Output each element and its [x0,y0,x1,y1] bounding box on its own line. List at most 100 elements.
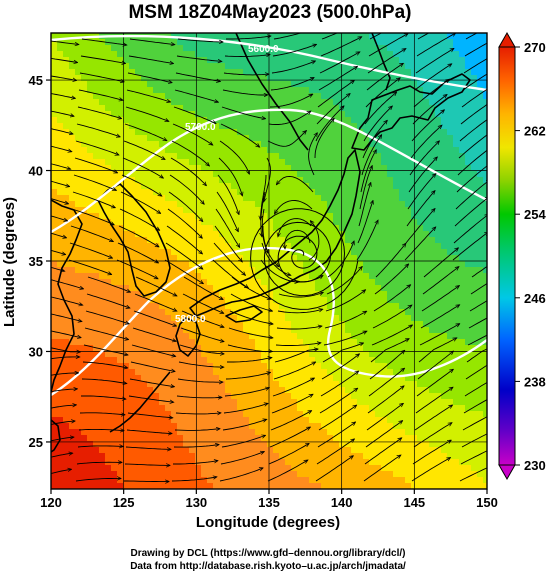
field-cell [285,63,292,70]
field-cell [381,105,388,112]
field-cell [399,261,406,268]
field-cell [309,237,316,244]
field-cell [369,273,376,280]
field-cell [99,279,106,286]
field-cell [111,87,118,94]
field-cell [225,57,232,64]
field-cell [279,375,286,382]
field-cell [321,339,328,346]
field-cell [225,357,232,364]
field-cell [171,51,178,58]
field-cell [123,387,130,394]
field-cell [327,189,334,196]
field-cell [417,405,424,412]
field-cell [165,279,172,286]
field-cell [285,45,292,52]
field-cell [471,375,478,382]
field-cell [261,213,268,220]
field-cell [81,141,88,148]
field-cell [357,405,364,412]
field-cell [213,237,220,244]
field-cell [477,213,484,220]
field-cell [165,249,172,256]
field-cell [87,87,94,94]
field-cell [303,81,310,88]
field-cell [327,303,334,310]
field-cell [351,243,358,250]
field-cell [483,153,487,160]
field-cell [105,345,112,352]
field-cell [57,75,64,82]
field-cell [213,57,220,64]
field-cell [183,201,190,208]
field-cell [51,87,58,94]
field-cell [183,423,190,430]
field-cell [363,237,370,244]
field-cell [315,285,322,292]
field-cell [147,267,154,274]
field-cell [381,249,388,256]
field-cell [99,231,106,238]
field-cell [177,315,184,322]
field-cell [75,435,82,442]
field-cell [213,279,220,286]
field-cell [363,291,370,298]
field-cell [345,333,352,340]
field-cell [471,75,478,82]
field-cell [225,381,232,388]
field-cell [387,285,394,292]
field-cell [357,93,364,100]
field-cell [129,231,136,238]
field-cell [51,363,58,370]
field-cell [105,165,112,172]
field-cell [363,39,370,46]
field-cell [339,75,346,82]
field-cell [225,345,232,352]
field-cell [357,39,364,46]
field-cell [417,387,424,394]
field-cell [237,51,244,58]
field-cell [93,243,100,250]
field-cell [249,285,256,292]
field-cell [105,351,112,358]
field-cell [477,321,484,328]
field-cell [123,267,130,274]
field-cell [99,183,106,190]
field-cell [363,273,370,280]
field-cell [315,315,322,322]
field-cell [339,189,346,196]
field-cell [387,369,394,376]
field-cell [447,111,454,118]
field-cell [303,429,310,436]
field-cell [375,111,382,118]
field-cell [291,303,298,310]
field-cell [273,369,280,376]
field-cell [375,147,382,154]
field-cell [243,255,250,262]
field-cell [189,363,196,370]
field-cell [231,57,238,64]
field-cell [213,417,220,424]
field-cell [363,243,370,250]
field-cell [291,405,298,412]
field-cell [447,165,454,172]
field-cell [345,39,352,46]
field-cell [123,51,130,58]
field-cell [207,213,214,220]
field-cell [195,111,202,118]
field-cell [231,99,238,106]
field-cell [243,231,250,238]
field-cell [339,393,346,400]
field-cell [375,243,382,250]
field-cell [165,135,172,142]
field-cell [447,87,454,94]
field-cell [417,297,424,304]
field-cell [141,243,148,250]
field-cell [171,309,178,316]
field-cell [465,105,472,112]
field-cell [201,57,208,64]
field-cell [183,171,190,178]
field-cell [117,225,124,232]
field-cell [129,333,136,340]
field-cell [441,309,448,316]
